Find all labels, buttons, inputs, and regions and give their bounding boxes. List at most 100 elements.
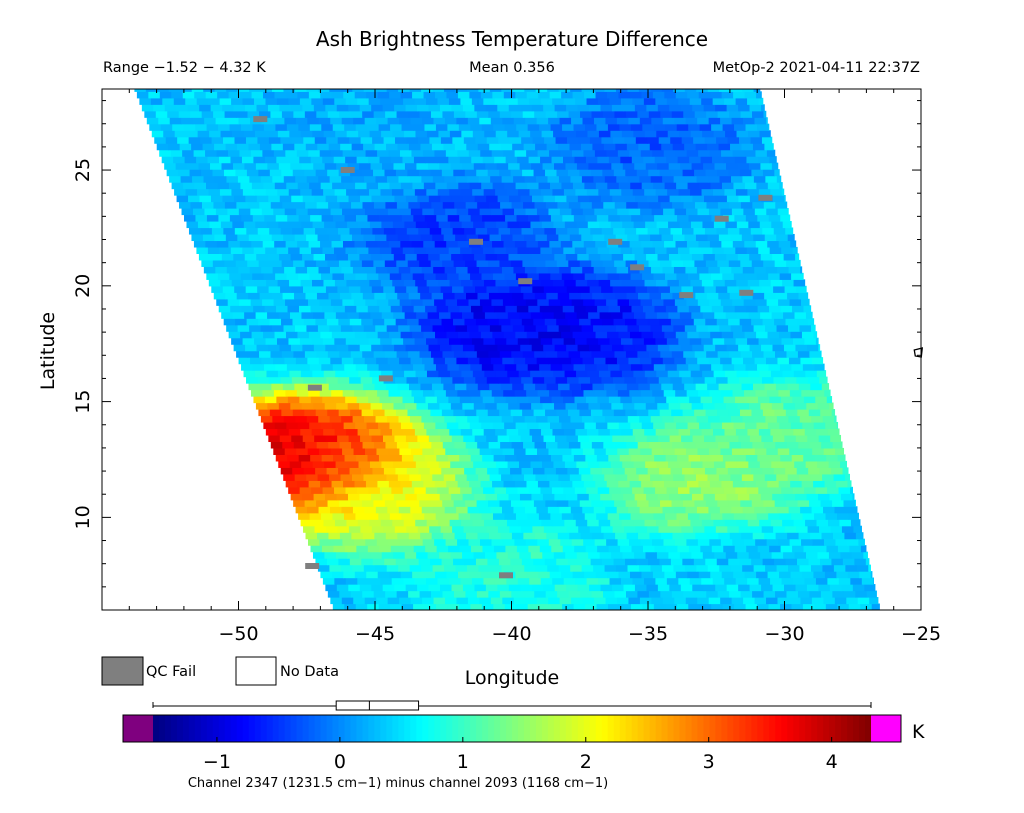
heatmap-cell xyxy=(781,188,785,196)
heatmap-cell xyxy=(827,577,840,585)
heatmap-cell xyxy=(569,143,582,151)
heatmap-cell xyxy=(282,441,295,449)
heatmap-cell xyxy=(346,428,359,436)
heatmap-cell xyxy=(636,318,649,326)
heatmap-cell xyxy=(534,110,547,118)
heatmap-cell xyxy=(298,214,311,222)
heatmap-cell xyxy=(260,324,273,332)
heatmap-cell xyxy=(461,130,474,138)
heatmap-cell xyxy=(620,396,633,404)
heatmap-cell xyxy=(356,156,369,164)
heatmap-cell xyxy=(275,123,288,131)
heatmap-cell xyxy=(580,201,593,209)
heatmap-cell xyxy=(669,195,682,203)
heatmap-cell xyxy=(796,467,809,475)
heatmap-cell xyxy=(309,421,322,430)
heatmap-cell xyxy=(425,156,438,164)
colorbar-tick-label: 0 xyxy=(334,751,346,773)
heatmap-cell xyxy=(338,409,351,417)
heatmap-cell xyxy=(598,130,612,138)
heatmap-cell xyxy=(773,285,786,293)
heatmap-cell xyxy=(529,428,542,436)
heatmap-cell xyxy=(452,285,465,293)
heatmap-cell xyxy=(783,344,797,352)
heatmap-cell xyxy=(350,409,363,417)
heatmap-cell xyxy=(777,447,790,455)
heatmap-cell xyxy=(480,240,493,248)
heatmap-cell xyxy=(620,246,633,254)
heatmap-cell xyxy=(734,363,747,371)
heatmap-cell xyxy=(229,272,242,280)
heatmap-cell xyxy=(492,480,505,488)
heatmap-cell xyxy=(414,97,427,105)
heatmap-cell xyxy=(692,344,705,352)
heatmap-cell xyxy=(811,415,824,423)
heatmap-cell xyxy=(452,467,465,475)
heatmap-cell xyxy=(774,259,787,267)
heatmap-cell xyxy=(710,512,723,520)
heatmap-cell xyxy=(754,266,767,274)
heatmap-cell xyxy=(259,292,272,300)
colorbar-segment xyxy=(553,715,561,742)
heatmap-cell xyxy=(823,597,836,605)
heatmap-cell xyxy=(569,473,582,481)
heatmap-cell xyxy=(693,136,706,144)
heatmap-cell xyxy=(200,136,213,144)
heatmap-cell xyxy=(426,130,440,138)
heatmap-cell xyxy=(333,305,346,313)
heatmap-cell xyxy=(413,454,426,462)
heatmap-cell xyxy=(734,545,747,553)
heatmap-cell xyxy=(747,519,760,527)
heatmap-cell xyxy=(622,162,635,170)
heatmap-cell xyxy=(511,532,524,540)
heatmap-cell xyxy=(376,117,389,125)
heatmap-cell xyxy=(304,409,317,417)
heatmap-cell xyxy=(727,285,740,293)
heatmap-cell xyxy=(563,486,576,494)
heatmap-cell xyxy=(355,123,368,131)
heatmap-cell xyxy=(418,318,431,326)
heatmap-cell xyxy=(756,91,762,99)
heatmap-cell xyxy=(387,266,400,274)
heatmap-cell xyxy=(663,298,676,306)
heatmap-cell xyxy=(494,396,507,404)
heatmap-cell xyxy=(596,363,609,371)
heatmap-cell xyxy=(716,136,729,144)
heatmap-cell xyxy=(470,512,483,520)
heatmap-cell xyxy=(714,402,727,410)
heatmap-cell xyxy=(304,169,317,177)
heatmap-cell xyxy=(735,188,748,196)
heatmap-cell xyxy=(628,117,641,125)
heatmap-cell xyxy=(460,97,473,105)
heatmap-cell xyxy=(721,182,735,190)
heatmap-cell xyxy=(472,428,485,436)
heatmap-cell xyxy=(603,201,616,209)
heatmap-cell xyxy=(604,473,617,481)
heatmap-cell xyxy=(719,324,732,332)
heatmap-cell xyxy=(545,590,558,598)
heatmap-cell xyxy=(536,415,549,423)
heatmap-cell xyxy=(504,272,517,280)
heatmap-cell xyxy=(712,577,725,585)
heatmap-cell xyxy=(563,577,576,585)
heatmap-cell xyxy=(456,117,469,125)
heatmap-cell xyxy=(232,162,246,170)
heatmap-cell xyxy=(262,240,275,248)
heatmap-cell xyxy=(554,253,567,261)
heatmap-cell xyxy=(488,590,501,598)
heatmap-cell xyxy=(279,434,292,443)
heatmap-cell xyxy=(695,292,708,300)
heatmap-cell xyxy=(498,558,511,566)
colorbar-segment xyxy=(422,715,430,742)
heatmap-cell xyxy=(329,175,342,183)
heatmap-cell xyxy=(413,363,426,371)
heatmap-cell xyxy=(816,370,827,378)
heatmap-cell xyxy=(348,104,361,112)
heatmap-cell xyxy=(834,597,847,605)
heatmap-cell xyxy=(493,512,506,520)
heatmap-cell xyxy=(766,597,779,605)
heatmap-cell xyxy=(802,421,815,430)
heatmap-cell xyxy=(602,409,615,417)
heatmap-cell xyxy=(397,292,410,300)
heatmap-cell xyxy=(363,383,376,391)
